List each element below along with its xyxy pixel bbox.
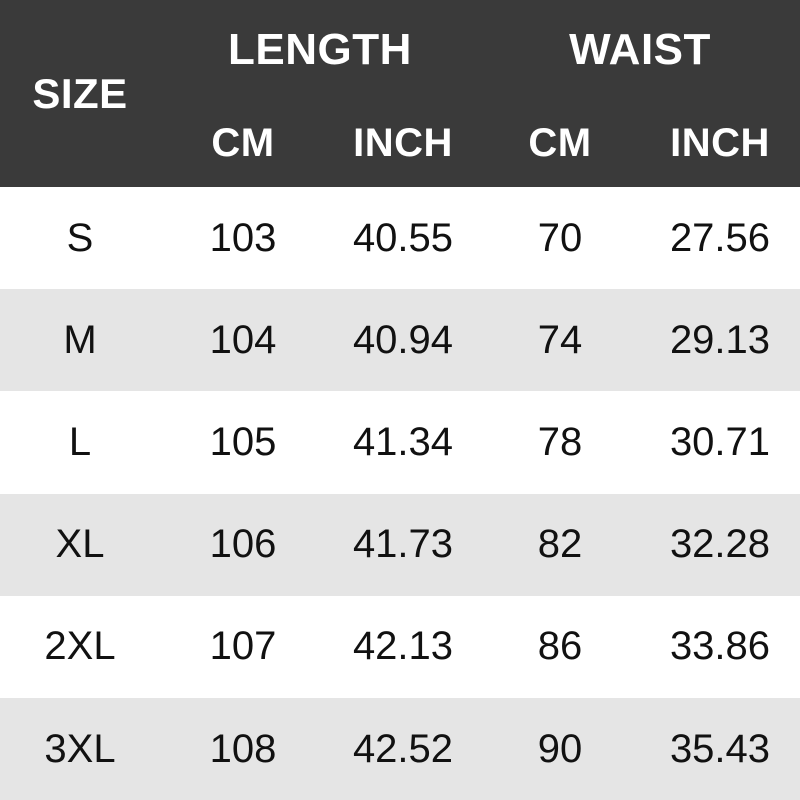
cell-size: M	[63, 317, 97, 362]
header-group-length: LENGTH	[228, 25, 412, 74]
header-cell-waist-cm: CM	[528, 121, 592, 165]
cell-waist-cm: 70	[537, 215, 583, 260]
cell-size: XL	[55, 522, 105, 567]
cell-length-inch: 41.34	[352, 419, 454, 464]
cell-waist-cm: 90	[537, 726, 583, 771]
cell-length-inch: 41.73	[352, 522, 454, 567]
cell-length-cm: 105	[209, 419, 277, 464]
table-row: S 103 40.55 70 27.56	[0, 187, 800, 290]
header-group-waist: WAIST	[569, 25, 711, 74]
header-cell-length-inch: INCH	[353, 121, 453, 165]
header-cell-length-cm: CM	[211, 121, 275, 165]
header-cell-size: SIZE	[32, 69, 128, 117]
cell-length-cm: 108	[209, 726, 277, 771]
cell-waist-cm: 82	[537, 522, 583, 567]
cell-waist-inch: 27.56	[669, 215, 771, 260]
table-row: L 105 41.34 78 30.71	[0, 391, 800, 494]
cell-size: 2XL	[44, 624, 116, 669]
cell-waist-inch: 32.28	[669, 522, 771, 567]
cell-size: 3XL	[44, 726, 116, 771]
header-cell-waist-inch: INCH	[670, 121, 770, 165]
cell-waist-inch: 33.86	[669, 624, 771, 669]
cell-length-inch: 40.94	[352, 317, 454, 362]
table-row: M 104 40.94 74 29.13	[0, 289, 800, 392]
cell-length-inch: 40.55	[352, 215, 454, 260]
cell-size: L	[68, 419, 92, 464]
table-body: S 103 40.55 70 27.56 M 104 40.94 74 29.13 L 105 41.3…	[0, 187, 800, 800]
cell-length-cm: 106	[209, 522, 277, 567]
cell-waist-cm: 74	[537, 317, 583, 362]
cell-length-cm: 107	[209, 624, 277, 669]
cell-waist-cm: 78	[537, 419, 583, 464]
cell-size: S	[66, 215, 94, 260]
cell-waist-inch: 35.43	[669, 726, 771, 771]
cell-length-cm: 104	[209, 317, 277, 362]
table-row: XL 106 41.73 82 32.28	[0, 493, 800, 596]
table-header: SIZE LENGTH WAIST CM INCH CM INCH	[0, 0, 800, 187]
cell-waist-inch: 29.13	[669, 317, 771, 362]
cell-length-inch: 42.13	[352, 624, 454, 669]
cell-length-inch: 42.52	[352, 726, 454, 771]
cell-waist-cm: 86	[537, 624, 583, 669]
cell-length-cm: 103	[209, 215, 277, 260]
table-row: 3XL 108 42.52 90 35.43	[0, 697, 800, 800]
table-row: 2XL 107 42.13 86 33.86	[0, 595, 800, 698]
cell-waist-inch: 30.71	[669, 419, 771, 464]
